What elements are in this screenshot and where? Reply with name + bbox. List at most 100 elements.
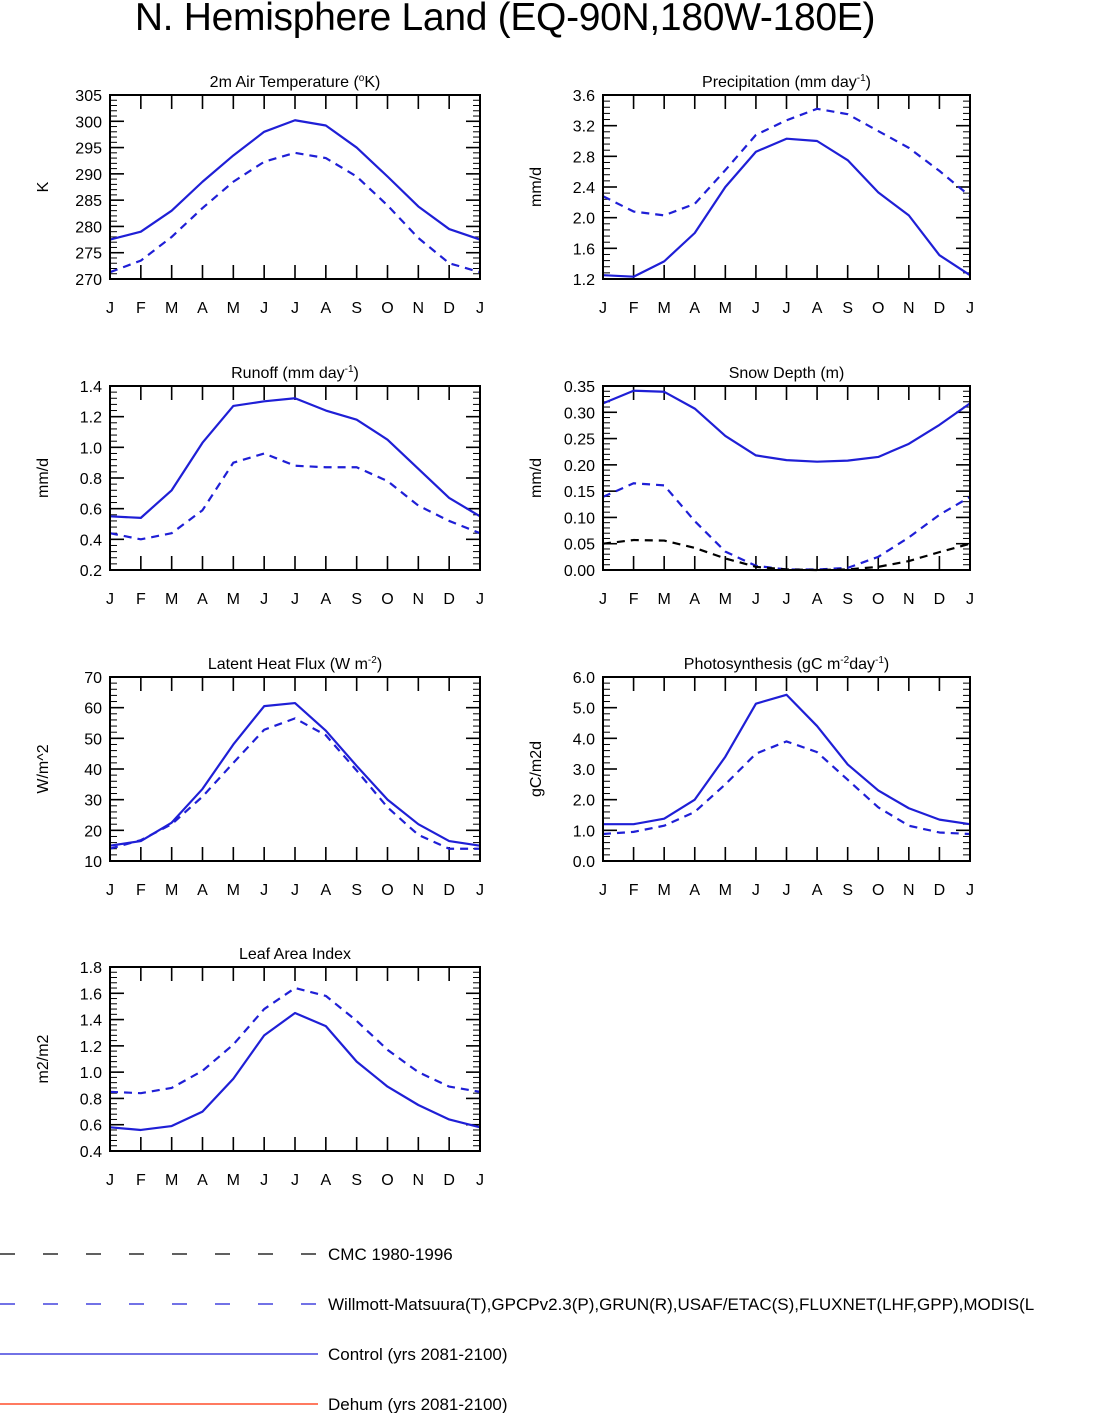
- x-tick-label: D: [934, 300, 946, 317]
- y-tick-label: 0.05: [564, 537, 595, 554]
- x-tick-label: O: [872, 591, 884, 608]
- x-tick-label: J: [106, 1172, 114, 1189]
- x-tick-label: D: [443, 591, 455, 608]
- y-tick-label: 290: [75, 167, 102, 184]
- x-tick-label: O: [381, 882, 393, 899]
- series-line-obs: [109, 452, 481, 541]
- y-tick-label: 0.25: [564, 432, 595, 449]
- chart-title: Latent Heat Flux (W m-2): [208, 655, 382, 673]
- x-tick-label: A: [320, 1172, 331, 1189]
- y-tick-label: 0.20: [564, 458, 595, 475]
- legend-label-control: Control (yrs 2081-2100): [328, 1345, 508, 1364]
- x-tick-label: J: [476, 1172, 484, 1189]
- plot-frame: [109, 94, 481, 280]
- x-tick-label: M: [165, 882, 178, 899]
- x-tick-label: D: [443, 300, 455, 317]
- chart-title: Photosynthesis (gC m-2day-1): [684, 655, 889, 673]
- x-tick-label: M: [227, 591, 240, 608]
- plot-frame: [109, 385, 481, 571]
- y-tick-label: 2.8: [573, 149, 595, 166]
- chart-panel-air-temperature: 2m Air Temperature (oK) K 270 275 280 285 290 2…: [35, 73, 484, 317]
- x-tick-label: M: [165, 591, 178, 608]
- page-title: N. Hemisphere Land (EQ-90N,180W-180E): [134, 0, 876, 39]
- x-tick-label: M: [719, 591, 732, 608]
- y-tick-label: 0.15: [564, 484, 595, 501]
- x-tick-label: A: [320, 591, 331, 608]
- x-tick-label: J: [291, 1172, 299, 1189]
- x-tick-label: M: [227, 882, 240, 899]
- series-line-obs: [109, 986, 481, 1095]
- plot-frame: [109, 676, 481, 862]
- x-tick-label: O: [381, 1172, 393, 1189]
- y-tick-label: 30: [84, 793, 102, 810]
- x-tick-label: J: [783, 591, 791, 608]
- x-tick-label: J: [106, 300, 114, 317]
- y-tick-label: 0.6: [80, 502, 102, 519]
- y-axis-label: mm/d: [35, 458, 52, 498]
- y-axis-label: m2/m2: [35, 1034, 52, 1083]
- x-tick-label: J: [260, 1172, 268, 1189]
- y-tick-label: 0.2: [80, 563, 102, 580]
- x-tick-label: M: [227, 300, 240, 317]
- chart-panel-photosynthesis: Photosynthesis (gC m-2day-1) gC/m2d 0.0 1.0…: [528, 655, 974, 899]
- x-tick-label: N: [413, 300, 425, 317]
- x-tick-label: J: [966, 591, 974, 608]
- y-tick-label: 0.30: [564, 405, 595, 422]
- x-tick-label: J: [476, 300, 484, 317]
- series-line-obs: [602, 740, 971, 836]
- y-tick-label: 5.0: [573, 701, 595, 718]
- y-tick-label: 0.0: [573, 854, 595, 871]
- x-tick-label: A: [812, 300, 823, 317]
- x-tick-label: J: [260, 882, 268, 899]
- x-tick-label: J: [260, 300, 268, 317]
- x-tick-label: J: [966, 882, 974, 899]
- x-tick-label: A: [197, 591, 208, 608]
- y-tick-label: 40: [84, 762, 102, 779]
- plot-frame: [602, 94, 971, 280]
- y-tick-label: 1.2: [80, 1039, 102, 1056]
- x-tick-label: A: [689, 300, 700, 317]
- y-tick-label: 270: [75, 272, 102, 289]
- y-tick-label: 285: [75, 193, 102, 210]
- x-tick-label: A: [197, 1172, 208, 1189]
- y-axis-label: mm/d: [528, 167, 545, 207]
- series-line-control: [109, 397, 481, 519]
- x-tick-label: F: [629, 882, 639, 899]
- x-tick-label: M: [165, 300, 178, 317]
- x-tick-label: S: [351, 1172, 362, 1189]
- y-tick-label: 4.0: [573, 731, 595, 748]
- x-tick-label: M: [658, 591, 671, 608]
- x-tick-label: D: [443, 1172, 455, 1189]
- x-tick-label: D: [443, 882, 455, 899]
- x-tick-label: S: [842, 882, 853, 899]
- y-tick-label: 20: [84, 823, 102, 840]
- x-tick-label: J: [783, 882, 791, 899]
- x-tick-label: A: [689, 591, 700, 608]
- x-tick-label: J: [476, 591, 484, 608]
- x-tick-label: A: [320, 300, 331, 317]
- y-tick-label: 305: [75, 88, 102, 105]
- x-tick-label: F: [136, 882, 146, 899]
- y-tick-label: 1.0: [573, 823, 595, 840]
- y-tick-label: 1.4: [80, 1013, 102, 1030]
- x-tick-label: D: [934, 882, 946, 899]
- x-tick-label: S: [842, 300, 853, 317]
- x-tick-label: A: [812, 591, 823, 608]
- x-tick-label: O: [872, 300, 884, 317]
- x-tick-label: J: [260, 591, 268, 608]
- x-tick-label: M: [227, 1172, 240, 1189]
- y-axis-label: K: [35, 181, 52, 192]
- y-tick-label: 300: [75, 114, 102, 131]
- legend-label-obs: Willmott-Matsuura(T),GPCPv2.3(P),GRUN(R)…: [328, 1295, 1034, 1314]
- x-tick-label: J: [291, 300, 299, 317]
- x-tick-label: S: [351, 591, 362, 608]
- x-tick-label: N: [413, 1172, 425, 1189]
- legend-label-dehum: Dehum (yrs 2081-2100): [328, 1395, 508, 1413]
- x-tick-label: J: [599, 591, 607, 608]
- x-tick-label: M: [719, 882, 732, 899]
- x-tick-label: A: [197, 882, 208, 899]
- x-tick-label: N: [413, 591, 425, 608]
- y-tick-label: 0.10: [564, 510, 595, 527]
- x-tick-label: M: [658, 882, 671, 899]
- series-line-control: [602, 389, 971, 463]
